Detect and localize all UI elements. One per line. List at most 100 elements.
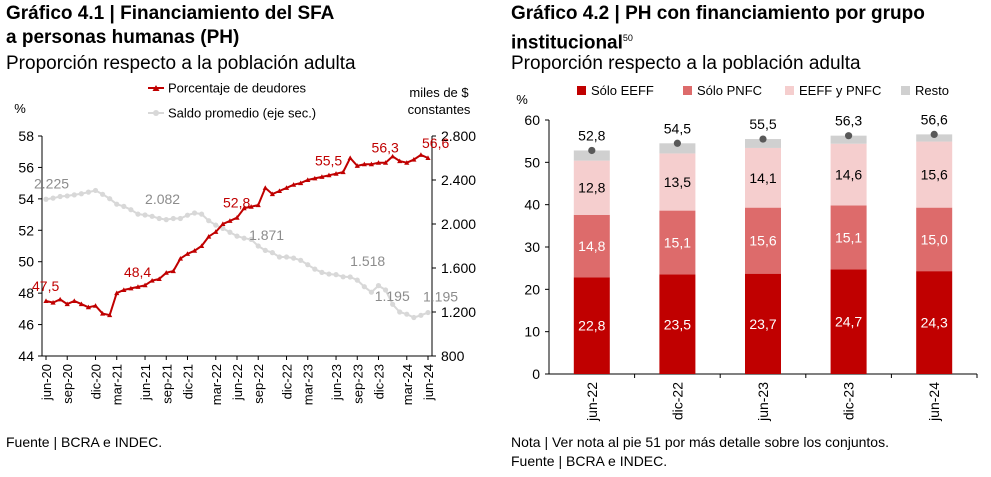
y2-axis-label: miles de $ xyxy=(409,85,469,100)
bar-segment xyxy=(573,160,610,215)
y-tick-label: 58 xyxy=(18,128,34,144)
data-point-saldo xyxy=(290,255,297,261)
bar-value-label: 15,6 xyxy=(921,167,948,183)
data-point-saldo xyxy=(234,233,240,239)
y-axis-label: % xyxy=(14,101,26,116)
chart-subtitle: Proporción respecto a la población adult… xyxy=(511,53,861,74)
data-point-deudores xyxy=(248,204,254,209)
y-tick-label: 48 xyxy=(18,285,34,301)
y-tick-label: 10 xyxy=(524,324,540,340)
x-tick-label: dic-21 xyxy=(180,364,195,399)
bar-segment xyxy=(659,153,696,211)
data-point-deudores xyxy=(170,268,176,274)
data-point-saldo xyxy=(177,215,184,222)
data-point-saldo xyxy=(248,236,254,242)
bar-segment xyxy=(916,141,953,208)
chart-title-line1: Gráfico 4.2 | PH con financiamiento por … xyxy=(511,3,925,24)
data-point-deudores xyxy=(71,298,77,303)
data-point-deudores xyxy=(298,180,304,186)
data-point-deudores xyxy=(199,243,205,248)
y2-tick-label: 2.400 xyxy=(441,172,476,188)
data-point-deudores xyxy=(269,191,275,197)
data-point-deudores xyxy=(326,172,332,178)
data-point-saldo xyxy=(227,229,233,235)
data-point-saldo xyxy=(191,210,198,216)
data-point-saldo xyxy=(50,195,56,201)
y-tick-label: 46 xyxy=(18,317,34,333)
total-marker xyxy=(845,132,853,140)
x-tick-label: sep-20 xyxy=(60,364,75,404)
x-tick-label: mar-24 xyxy=(400,364,415,405)
data-point-deudores xyxy=(354,163,360,168)
x-tick-label: sep-21 xyxy=(159,364,174,404)
x-tick-label: dic-23 xyxy=(841,382,857,420)
bar-segment xyxy=(745,147,781,208)
data-label-saldo: 1.195 xyxy=(375,288,410,304)
data-point-saldo xyxy=(368,289,375,295)
data-point-saldo xyxy=(142,212,148,218)
chart-title-line2: a personas humanas (PH) xyxy=(6,27,240,48)
y-tick-label: 52 xyxy=(18,222,34,238)
data-point-deudores xyxy=(43,298,49,303)
data-point-deudores xyxy=(50,299,56,305)
x-tick-label: dic-22 xyxy=(280,364,295,399)
data-point-deudores xyxy=(78,301,84,307)
data-point-deudores xyxy=(375,160,382,165)
data-point-saldo xyxy=(312,266,318,272)
total-marker xyxy=(759,135,767,143)
bar-value-label: 22,8 xyxy=(578,318,605,334)
data-point-saldo xyxy=(43,196,49,202)
data-point-deudores xyxy=(262,185,268,190)
bar-segment xyxy=(745,207,781,274)
data-point-deudores xyxy=(191,248,198,253)
data-point-saldo xyxy=(163,217,169,223)
data-point-saldo xyxy=(107,196,113,202)
data-point-deudores xyxy=(99,310,106,316)
x-tick-label: dic-20 xyxy=(89,364,104,399)
data-point-saldo xyxy=(92,187,99,194)
x-tick-label: jun-22 xyxy=(230,364,245,401)
data-point-deudores xyxy=(142,282,148,288)
legend-label: EEFF y PNFC xyxy=(799,83,881,98)
data-point-saldo xyxy=(347,274,353,280)
bar-value-label: 14,1 xyxy=(749,170,776,186)
data-point-saldo xyxy=(305,262,311,268)
data-point-saldo xyxy=(156,215,162,222)
chart-title-line2: institucional50 xyxy=(511,26,633,55)
y2-tick-label: 2.800 xyxy=(441,128,476,144)
data-point-saldo xyxy=(411,314,417,321)
data-label-saldo: 2.082 xyxy=(145,191,180,207)
data-point-deudores xyxy=(361,161,367,167)
bar-segment xyxy=(659,274,696,374)
total-label: 55,5 xyxy=(749,116,776,132)
data-point-deudores xyxy=(128,285,134,291)
data-point-deudores xyxy=(227,218,233,223)
x-tick-label: sep-23 xyxy=(350,364,365,404)
total-label: 52,8 xyxy=(578,127,605,143)
x-tick-label: mar-22 xyxy=(209,364,224,405)
data-point-deudores xyxy=(234,215,240,220)
y-tick-label: 40 xyxy=(524,197,540,213)
total-marker xyxy=(588,146,596,155)
legend-label: Sólo PNFC xyxy=(697,83,762,98)
data-point-saldo xyxy=(71,192,77,198)
y-tick-label: 44 xyxy=(18,348,34,364)
bar-segment xyxy=(830,205,867,270)
x-tick-label: dic-23 xyxy=(371,364,386,399)
data-point-saldo xyxy=(390,301,396,307)
y-tick-label: 54 xyxy=(18,191,34,207)
data-point-deudores xyxy=(57,296,63,302)
data-point-saldo xyxy=(397,309,403,315)
y-tick-label: 30 xyxy=(524,239,540,255)
data-point-deudores xyxy=(177,255,184,261)
data-point-saldo xyxy=(269,250,275,256)
data-point-saldo xyxy=(213,222,219,228)
data-point-deudores xyxy=(255,202,261,208)
legend-swatch xyxy=(901,86,910,95)
bar-segment xyxy=(573,277,610,374)
x-tick-label: jun-24 xyxy=(421,364,436,401)
data-point-saldo xyxy=(114,201,120,207)
x-tick-label: jun-21 xyxy=(138,364,153,401)
chart-source: Fuente | BCRA e INDEC. xyxy=(6,434,163,450)
data-point-deudores xyxy=(213,229,219,234)
